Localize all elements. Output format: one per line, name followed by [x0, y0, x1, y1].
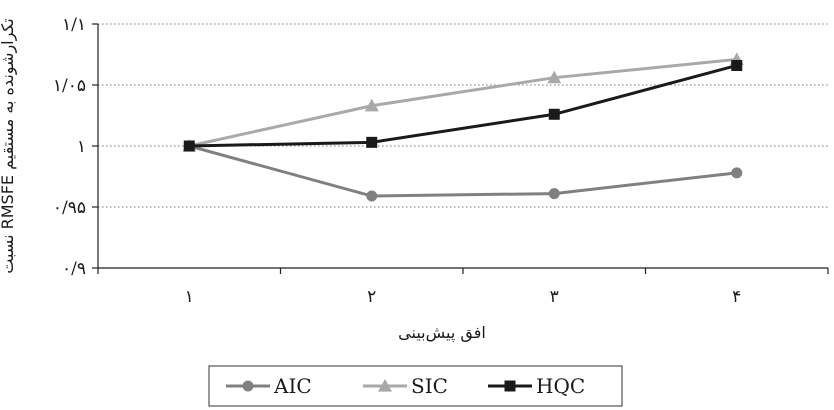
x-tick-labels: ۱ ۲ ۳ ۴	[185, 287, 742, 307]
y-tick-label-1: ۰/۹۵	[53, 198, 86, 218]
legend-marker-hqc	[504, 380, 516, 392]
x-tick-label-0: ۱	[185, 287, 194, 307]
legend-item-sic: SIC	[363, 374, 448, 398]
legend-item-aic: AIC	[226, 374, 312, 398]
series-sic	[182, 52, 744, 152]
y-tick-labels: ۰/۹ ۰/۹۵ ۱ ۱/۰۵ ۱/۱	[53, 15, 86, 279]
legend-label-aic: AIC	[273, 374, 312, 398]
point-hqc-4	[731, 59, 743, 71]
point-aic-2	[366, 190, 378, 202]
point-sic-3	[547, 70, 562, 84]
legend-item-hqc: HQC	[488, 374, 585, 398]
point-aic-4	[731, 167, 743, 179]
gridlines	[98, 23, 828, 208]
y-axis-title: نسبت RMSFE تکرارشونده به مستقیم	[0, 18, 18, 273]
point-hqc-2	[366, 136, 378, 148]
series-hqc	[183, 59, 743, 152]
axes	[92, 23, 829, 274]
point-sic-2	[364, 98, 379, 112]
y-tick-label-2: ۱	[77, 137, 86, 157]
y-tick-label-0: ۰/۹	[62, 259, 86, 279]
x-tick-label-3: ۴	[732, 287, 741, 307]
point-hqc-3	[548, 108, 560, 120]
x-axis-title: افق پیش‌بینی	[398, 323, 486, 343]
legend-label-hqc: HQC	[536, 374, 585, 398]
point-hqc-1	[183, 140, 195, 152]
legend: AIC SIC HQC	[208, 365, 623, 407]
series-line-sic	[188, 57, 737, 148]
y-tick-label-3: ۱/۰۵	[53, 76, 86, 96]
x-tick-label-1: ۲	[367, 287, 376, 307]
y-tick-label-4: ۱/۱	[62, 15, 86, 35]
x-tick-label-2: ۳	[550, 287, 559, 307]
legend-marker-aic	[242, 380, 254, 392]
point-aic-3	[548, 188, 560, 200]
series-line-aic	[188, 144, 737, 198]
legend-label-sic: SIC	[411, 374, 448, 398]
series-line-hqc	[189, 64, 738, 148]
series-group	[182, 52, 744, 202]
legend-marker-sic	[378, 379, 392, 392]
series-aic	[183, 140, 743, 202]
legend-box	[208, 365, 623, 407]
